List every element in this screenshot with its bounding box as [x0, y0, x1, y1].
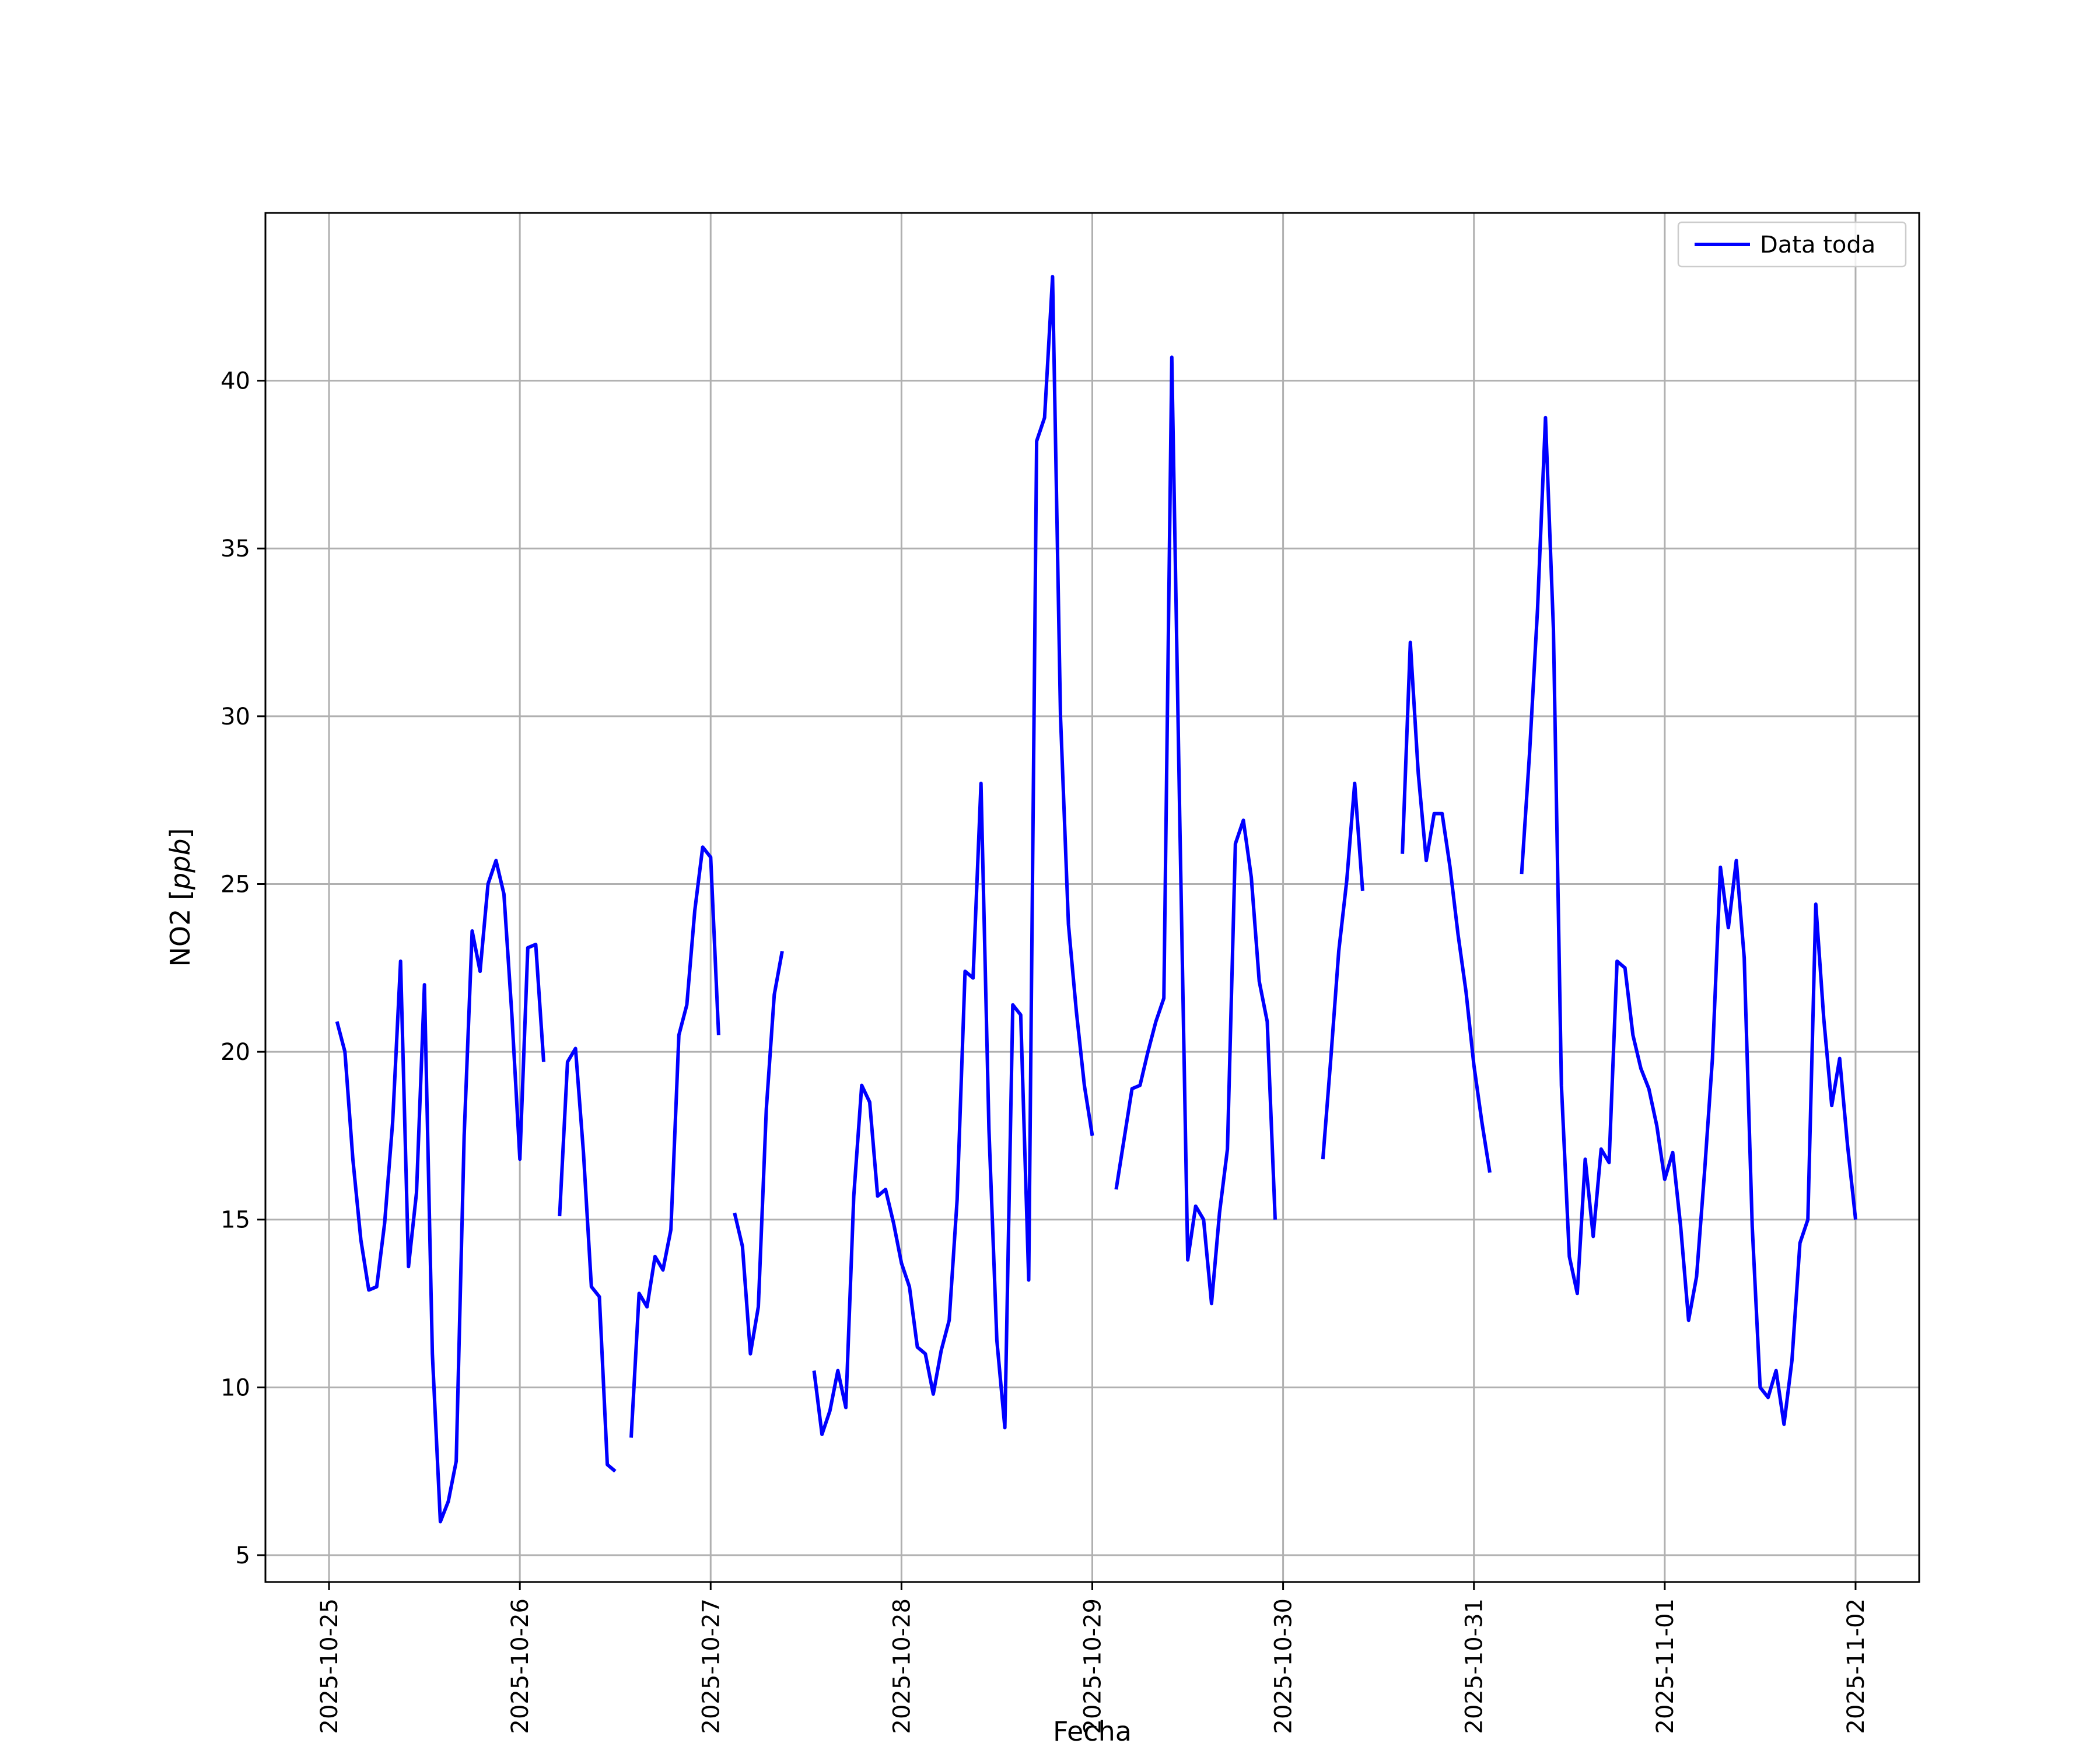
- x-axis-title: Fecha: [1053, 1716, 1132, 1747]
- y-axis-title-unit: ppb: [164, 838, 196, 890]
- y-axis-title-prefix: NO2 [: [164, 890, 196, 967]
- series-line-segment: [1401, 640, 1492, 1173]
- y-tick-label: 5: [236, 1542, 250, 1569]
- x-tick-label: 2025-10-25: [316, 1598, 343, 1734]
- legend-box: [1677, 221, 1907, 268]
- series-line-segment: [733, 950, 784, 1356]
- series-layer: [335, 275, 1857, 1524]
- x-tick-label: 2025-10-26: [507, 1598, 534, 1734]
- y-tick-label: 25: [220, 871, 250, 898]
- legend-label-data-toda: Data toda: [1760, 232, 1875, 258]
- y-axis-title: NO2 [ppb]: [164, 828, 196, 967]
- grid-lines: [265, 213, 1919, 1582]
- series-line-segment: [558, 1046, 617, 1473]
- legend: Data toda: [1677, 221, 1907, 268]
- x-tick-label: 2025-10-28: [888, 1598, 915, 1734]
- axis-ticks: 2025-10-25 2025-10-26 2025-10-27 2025-10-28…: [220, 368, 1870, 1734]
- series-line-segment: [629, 845, 720, 1438]
- x-tick-label: 2025-10-29: [1080, 1598, 1107, 1734]
- x-tick-label: 2025-11-01: [1652, 1598, 1679, 1734]
- series-line-segment: [1321, 781, 1364, 1160]
- y-tick-label: 20: [220, 1039, 250, 1066]
- x-tick-label: 2025-10-30: [1270, 1598, 1297, 1734]
- series-line-segment: [335, 859, 545, 1524]
- series-line-segment: [1520, 415, 1857, 1426]
- series-line-segment: [812, 275, 1094, 1436]
- y-tick-label: 15: [220, 1207, 250, 1234]
- series-line-segment: [1114, 355, 1277, 1306]
- y-tick-label: 30: [220, 704, 250, 730]
- y-tick-label: 40: [220, 368, 250, 395]
- x-tick-label: 2025-10-27: [698, 1598, 724, 1734]
- y-tick-label: 10: [220, 1374, 250, 1401]
- y-tick-label: 35: [220, 536, 250, 562]
- x-tick-label: 2025-11-02: [1843, 1598, 1870, 1734]
- y-axis-title-suffix: ]: [164, 828, 196, 838]
- x-tick-label: 2025-10-31: [1461, 1598, 1488, 1734]
